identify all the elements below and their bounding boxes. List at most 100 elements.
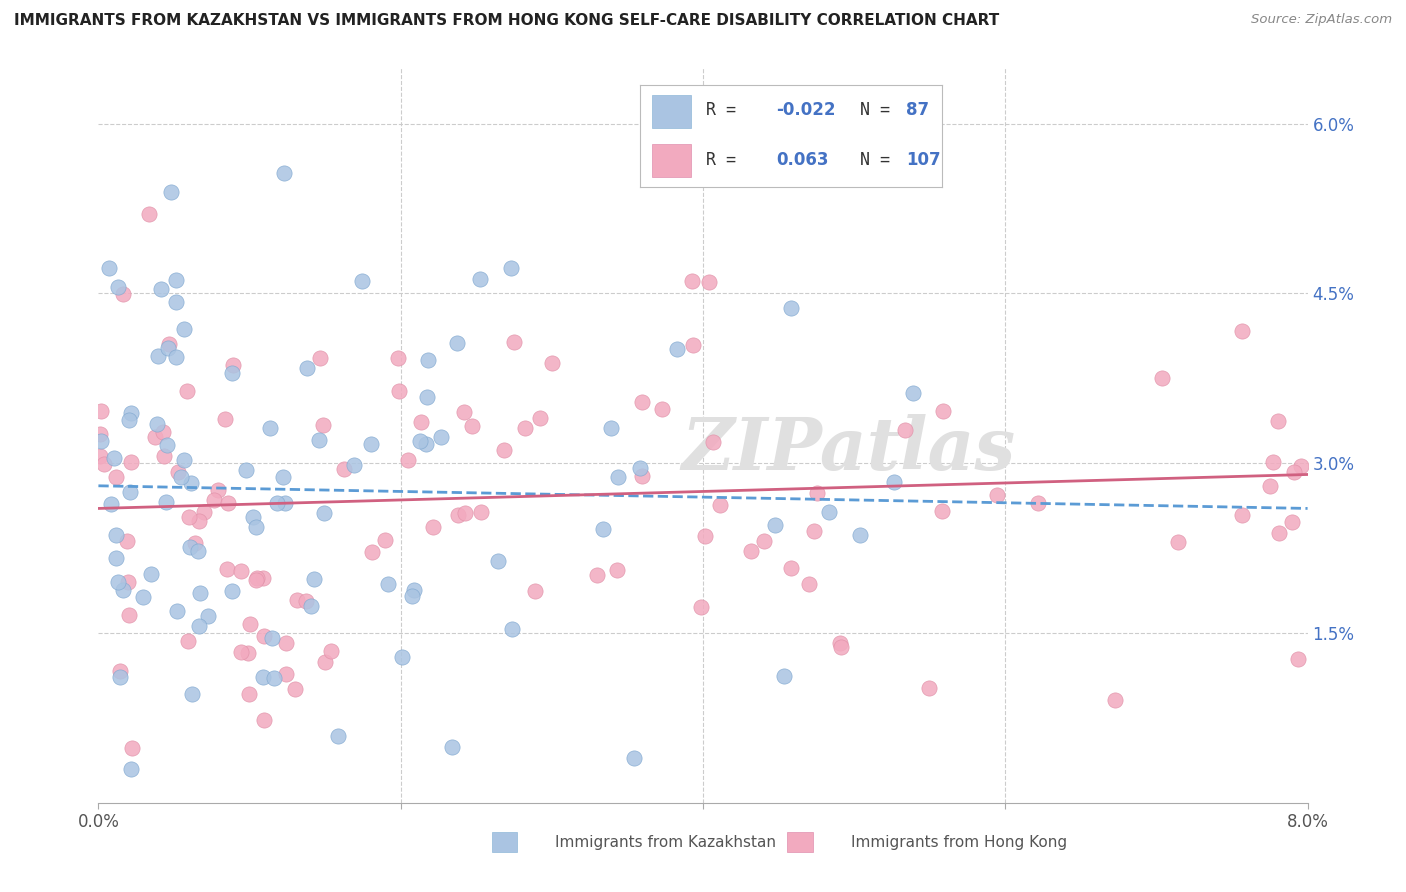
Point [468, 271, 491, 285]
Point [150, 282, 173, 296]
Point [107, 280, 129, 294]
Point [740, 544, 762, 558]
Point [118, 608, 141, 623]
Point [779, 560, 801, 574]
FancyBboxPatch shape [652, 95, 692, 128]
Point [1281, 516, 1303, 530]
Point [388, 384, 411, 399]
Point [408, 434, 430, 449]
Point [411, 415, 433, 429]
Point [105, 551, 128, 566]
Text: -0.022: -0.022 [776, 102, 835, 120]
Point [312, 418, 335, 433]
Text: Source: ZipAtlas.com: Source: ZipAtlas.com [1251, 13, 1392, 27]
Point [1286, 652, 1309, 666]
Point [529, 410, 551, 425]
Point [177, 634, 200, 648]
Point [285, 592, 308, 607]
Point [308, 351, 330, 365]
Point [146, 349, 169, 363]
Point [1150, 371, 1173, 385]
Point [238, 646, 260, 660]
Point [143, 430, 166, 444]
Point [246, 571, 269, 585]
Point [90, 434, 112, 448]
Point [470, 505, 492, 519]
Point [429, 429, 451, 443]
Point [360, 436, 382, 450]
Text: Immigrants from Hong Kong: Immigrants from Hong Kong [851, 835, 1067, 849]
Point [607, 470, 630, 484]
Point [901, 386, 924, 401]
Point [132, 590, 155, 604]
Point [117, 533, 139, 548]
Point [274, 666, 297, 681]
Point [193, 505, 215, 519]
Point [90, 403, 112, 417]
Point [146, 417, 169, 431]
Point [170, 470, 193, 484]
Point [173, 453, 195, 467]
Point [155, 494, 177, 508]
Point [806, 485, 828, 500]
Point [180, 476, 202, 491]
Point [112, 287, 135, 301]
Text: 0.063: 0.063 [776, 151, 828, 169]
Text: Immigrants from Kazakhstan: Immigrants from Kazakhstan [555, 835, 776, 849]
Point [165, 350, 187, 364]
Point [89, 426, 111, 441]
Point [501, 622, 523, 636]
Point [245, 573, 267, 587]
Point [422, 520, 444, 534]
Point [110, 670, 132, 684]
Point [120, 407, 142, 421]
Point [312, 506, 335, 520]
Point [188, 586, 211, 600]
Point [623, 751, 645, 765]
Point [682, 337, 704, 351]
Point [447, 508, 470, 522]
Point [302, 572, 325, 586]
Point [121, 741, 143, 756]
Point [221, 366, 243, 380]
Point [817, 505, 839, 519]
Point [396, 453, 419, 467]
FancyBboxPatch shape [652, 145, 692, 177]
Point [252, 571, 274, 585]
Point [284, 681, 307, 696]
Point [690, 600, 713, 615]
Point [156, 438, 179, 452]
Point [1258, 479, 1281, 493]
Point [709, 498, 731, 512]
Point [160, 185, 183, 199]
Point [308, 433, 330, 447]
Point [103, 451, 125, 466]
Point [299, 599, 322, 614]
Point [202, 492, 225, 507]
Point [89, 449, 111, 463]
Point [454, 506, 477, 520]
Point [253, 713, 276, 727]
Text: 87: 87 [905, 102, 929, 120]
Point [197, 609, 219, 624]
Point [238, 687, 260, 701]
Point [166, 604, 188, 618]
Point [245, 520, 267, 534]
Point [214, 411, 236, 425]
Point [177, 510, 200, 524]
Point [108, 664, 131, 678]
Point [402, 582, 425, 597]
Point [274, 496, 297, 510]
Point [523, 583, 546, 598]
Point [179, 540, 201, 554]
Point [173, 322, 195, 336]
Point [1267, 414, 1289, 428]
Text: 107: 107 [905, 151, 941, 169]
Point [229, 565, 252, 579]
Point [702, 435, 724, 450]
Point [1268, 525, 1291, 540]
Point [931, 503, 953, 517]
Point [152, 425, 174, 439]
Text: ZIPatlas: ZIPatlas [681, 414, 1015, 485]
Point [263, 671, 285, 685]
